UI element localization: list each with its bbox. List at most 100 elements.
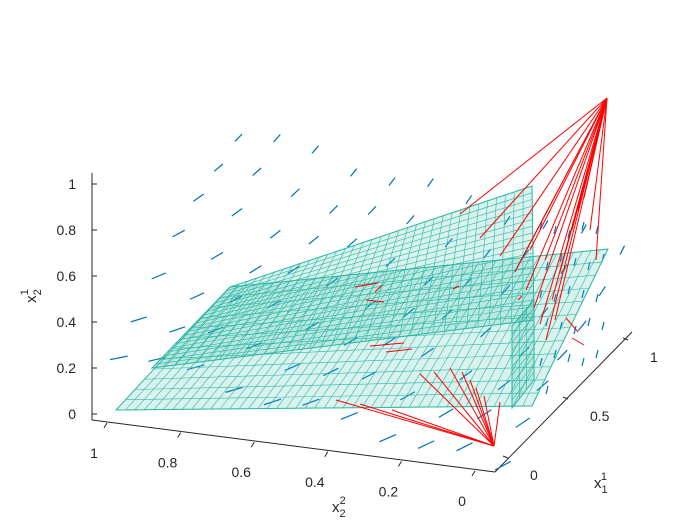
surface-mesh-line [151, 319, 535, 369]
trajectory-segment [354, 282, 379, 288]
trajectories [335, 97, 608, 447]
quiver-arrow [465, 195, 473, 205]
quiver-arrow [438, 408, 454, 418]
y-tick-mark [622, 337, 629, 341]
trajectory-line [539, 97, 608, 325]
surface-mesh-line [171, 286, 534, 349]
y-tick-label: 0.5 [590, 408, 610, 424]
x-tick-mark [250, 441, 255, 448]
quiver-arrow [290, 188, 300, 198]
trajectory-line [461, 371, 495, 447]
y-axis-label: x11 [594, 471, 608, 496]
trajectory-line [433, 371, 495, 447]
quiver-arrow [500, 284, 511, 296]
surface-mesh-line [511, 331, 535, 359]
quiver-arrow [598, 286, 606, 297]
surface-mesh-line [218, 205, 533, 300]
z-tick-label: 1 [68, 176, 76, 192]
y-tick-label: 1 [650, 349, 658, 365]
x-axis-line [91, 419, 496, 473]
surface-curtain [511, 298, 535, 410]
surface-mesh-line [511, 371, 535, 400]
quiver-arrow [420, 347, 435, 358]
surface-mesh-line [201, 287, 590, 319]
trajectory-line [595, 97, 608, 261]
surface-mesh-line [511, 379, 535, 409]
quiver-arrow [601, 321, 605, 331]
quiver-arrow [151, 272, 167, 280]
quiver-arrow [385, 257, 396, 268]
trajectory-segment [571, 337, 585, 346]
quiver-arrow [515, 417, 530, 428]
x-tick-label: 0.2 [379, 483, 399, 499]
x-tick-mark [103, 422, 108, 429]
y-axis-ticks: 00.51 [502, 337, 658, 483]
trajectory-segment [517, 295, 523, 301]
surface-mesh-line [226, 192, 533, 292]
quiver-arrow [587, 317, 591, 327]
surface-mesh-line [511, 315, 535, 343]
surface-mesh-line [194, 246, 533, 324]
trajectory-segment [452, 285, 460, 290]
surface-mesh-line [167, 292, 534, 353]
quiver-arrow [169, 326, 186, 333]
quiver-arrow [567, 353, 571, 363]
trajectory-line [544, 97, 608, 261]
quiver-arrow [427, 178, 434, 188]
quiver-arrow [483, 248, 492, 259]
surface-mesh-line [163, 299, 534, 357]
trajectory-line [391, 409, 495, 447]
surface-mesh-line [511, 299, 535, 327]
surface-lower [114, 248, 609, 411]
quiver-arrow [269, 229, 281, 239]
x-tick-mark [471, 470, 476, 477]
trajectory-segment [365, 299, 385, 303]
quiver-arrow [573, 325, 577, 335]
surface-mesh-line [214, 212, 533, 304]
trajectory-segment [565, 317, 579, 333]
surface-mesh-line [183, 266, 534, 336]
quiver-arrow [225, 386, 243, 393]
surface-mesh-line [182, 314, 577, 339]
z-tick-label: 0.2 [57, 360, 77, 376]
quiver-arrow [553, 293, 557, 303]
x-tick-mark [177, 432, 182, 438]
surface-mesh-line [163, 340, 564, 360]
y-axis-line [494, 331, 633, 473]
quiver-arrow [388, 177, 396, 186]
quiver-arrow [367, 205, 377, 216]
z-tick-label: 0.8 [57, 222, 77, 238]
x-tick-label: 1 [90, 445, 98, 461]
trajectory-line [499, 97, 608, 257]
trajectory-line [475, 387, 495, 447]
surface-mesh-line [179, 272, 534, 340]
quiver-arrow [567, 229, 571, 239]
quiver-arrow [536, 380, 549, 392]
trajectory-line [533, 97, 608, 309]
quiver-arrow [302, 398, 320, 406]
surface-mesh-line [202, 232, 533, 316]
surfaces [114, 185, 609, 411]
trajectory-line [469, 379, 495, 447]
quiver-arrow [542, 219, 549, 230]
quiver-arrow [249, 265, 262, 274]
surface-mesh-line [198, 239, 533, 320]
y-tick-label: 0 [530, 467, 538, 483]
quiver-arrow [581, 289, 585, 299]
quiver-arrow [417, 440, 435, 449]
quiver-arrow [545, 261, 549, 271]
svg-text:x21: x21 [19, 289, 44, 303]
quiver-arrow [497, 379, 511, 391]
quiver-arrow [130, 316, 147, 323]
quiver-arrow [323, 367, 339, 377]
surface-mesh-line [153, 353, 558, 370]
trajectory-segment [374, 284, 383, 293]
y-axis-label-main: x [594, 475, 602, 492]
quiver-arrow [581, 357, 585, 367]
quiver-arrow [329, 204, 339, 214]
quiver-arrow [109, 355, 128, 361]
y-axis-label-sup: 1 [601, 471, 607, 483]
trajectory-line [459, 97, 608, 215]
quiver-arrow [213, 163, 224, 172]
trajectory-segment [385, 348, 413, 353]
